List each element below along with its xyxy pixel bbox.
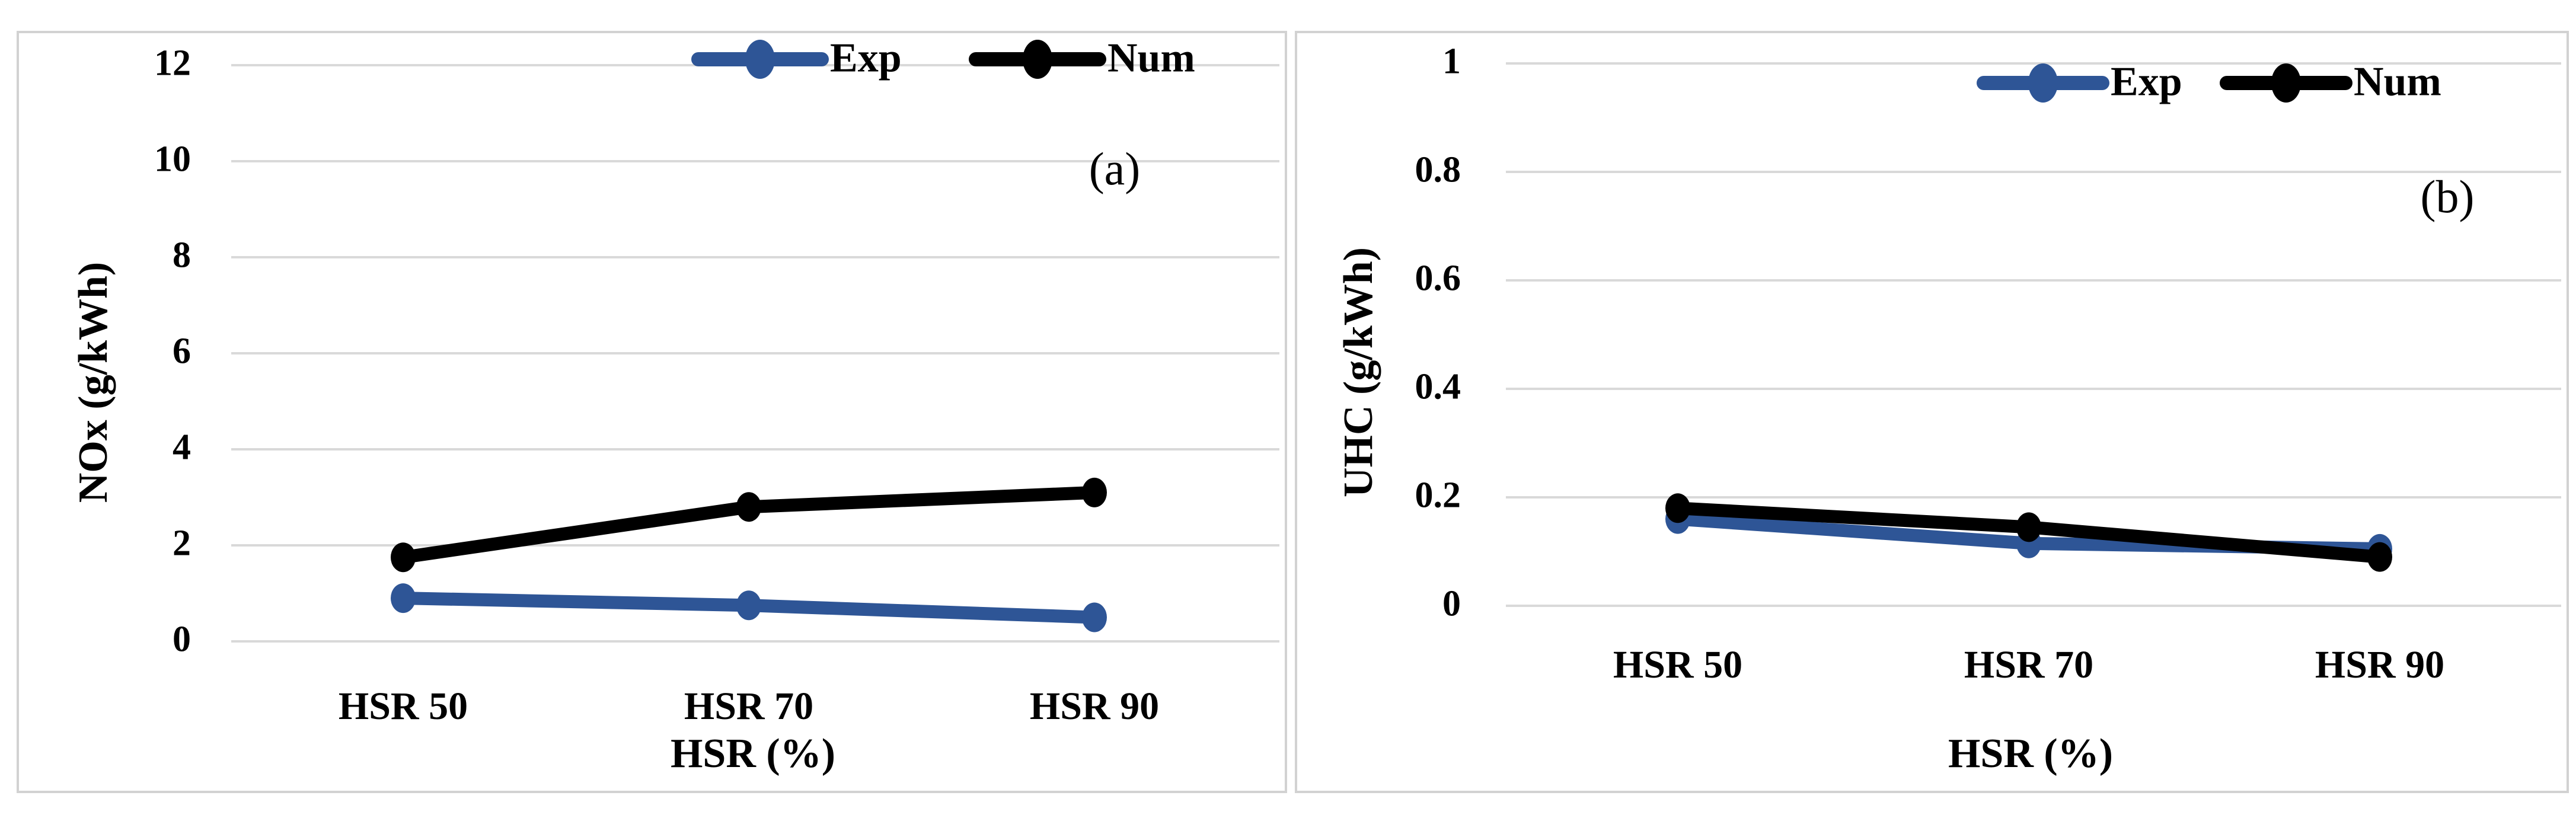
data-point-exp-hsr-90	[1082, 602, 1107, 632]
y-tick-label: 12	[154, 43, 191, 84]
x-axis-title: HSR (%)	[1948, 731, 2114, 777]
data-point-num-hsr-90	[1082, 477, 1107, 507]
category-label-hsr-90: HSR 90	[2315, 643, 2445, 686]
data-point-num-hsr-70	[736, 492, 761, 522]
data-point-num-hsr-50	[1665, 493, 1690, 523]
chart-panel-a	[17, 31, 1287, 793]
x-axis-title: HSR (%)	[670, 731, 836, 777]
legend-marker-num	[1023, 40, 1052, 79]
y-tick-label: 0.6	[1415, 258, 1461, 299]
y-tick-label: 6	[173, 331, 191, 372]
y-tick-label: 0	[1442, 583, 1461, 624]
y-tick-label: 0.4	[1415, 366, 1461, 407]
y-axis-title: NOx (g/kWh)	[71, 261, 116, 503]
category-label-hsr-90: HSR 90	[1029, 685, 1160, 728]
y-tick-label: 0	[173, 619, 191, 660]
legend-marker-exp	[2028, 63, 2058, 103]
category-label-hsr-70: HSR 70	[1964, 643, 2094, 686]
panel-letter-a: (a)	[1089, 143, 1141, 194]
data-point-num-hsr-50	[391, 542, 416, 573]
legend-marker-num	[2271, 63, 2301, 103]
category-label-hsr-70: HSR 70	[684, 685, 814, 728]
data-point-num-hsr-90	[2367, 542, 2392, 572]
y-tick-label: 0.2	[1415, 475, 1461, 516]
y-tick-label: 10	[154, 139, 191, 180]
legend-label-num: Num	[1107, 35, 1195, 81]
chart-panel-b	[1295, 31, 2569, 793]
y-tick-label: 1	[1442, 41, 1461, 82]
category-label-hsr-50: HSR 50	[1613, 643, 1743, 686]
legend-label-exp: Exp	[830, 35, 902, 81]
data-point-exp-hsr-50	[391, 583, 416, 614]
y-tick-label: 4	[173, 427, 191, 468]
legend-label-num: Num	[2354, 59, 2441, 105]
y-tick-label: 8	[173, 235, 191, 276]
data-point-num-hsr-70	[2016, 512, 2041, 542]
category-label-hsr-50: HSR 50	[338, 685, 468, 728]
y-tick-label: 0.8	[1415, 149, 1461, 190]
legend-label-exp: Exp	[2111, 59, 2182, 105]
panel-letter-b: (b)	[2420, 171, 2475, 222]
data-point-exp-hsr-70	[736, 590, 761, 621]
y-axis-title: UHC (g/kWh)	[1336, 247, 1381, 497]
y-tick-label: 2	[173, 523, 191, 564]
legend-marker-exp	[745, 40, 775, 79]
